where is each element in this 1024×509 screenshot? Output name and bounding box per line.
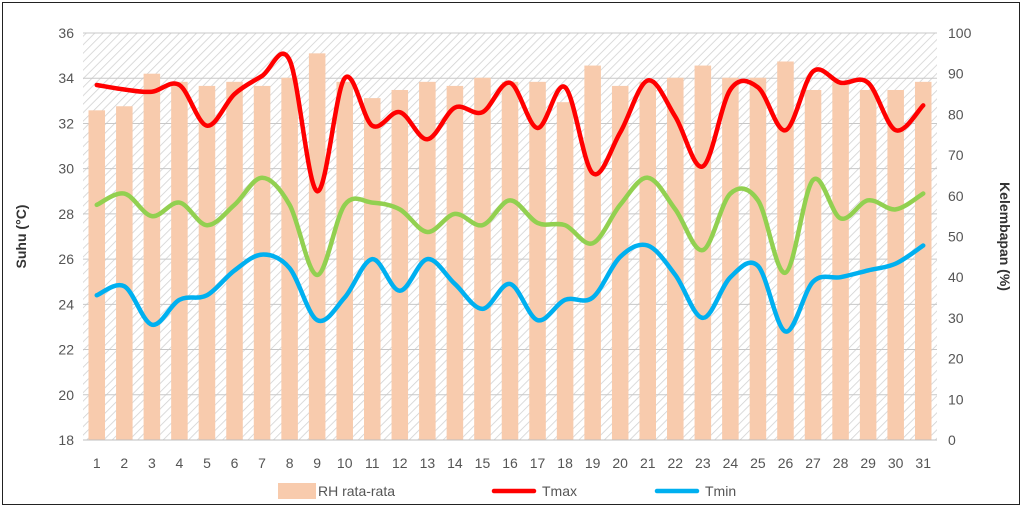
rh-bar (253, 85, 271, 440)
x-tick-label: 6 (231, 455, 239, 471)
left-tick-label: 30 (58, 161, 74, 177)
x-tick-label: 16 (502, 455, 518, 471)
rh-bar (198, 85, 216, 440)
x-tick-label: 30 (888, 455, 904, 471)
right-tick-label: 70 (948, 147, 964, 163)
left-tick-label: 36 (58, 25, 74, 41)
rh-bar (88, 110, 106, 440)
rh-bar (529, 81, 546, 440)
left-tick-label: 24 (58, 296, 74, 312)
x-tick-label: 14 (447, 455, 463, 471)
x-tick-label: 31 (915, 455, 931, 471)
legend: RH rata-rata Tmax Tmin (278, 483, 736, 499)
left-tick-label: 18 (58, 432, 74, 448)
x-tick-label: 8 (286, 455, 294, 471)
x-tick-label: 27 (805, 455, 821, 471)
x-tick-label: 17 (530, 455, 546, 471)
right-tick-label: 50 (948, 229, 964, 245)
rh-bar (116, 106, 133, 440)
x-tick-label: 13 (420, 455, 436, 471)
rh-bar (804, 89, 822, 440)
left-axis-ticks: 18 20 22 24 26 28 30 32 34 36 (58, 25, 74, 448)
x-tick-label: 9 (313, 455, 321, 471)
right-tick-label: 10 (948, 391, 964, 407)
x-tick-label: 2 (120, 455, 128, 471)
x-tick-label: 15 (475, 455, 491, 471)
rh-bar (667, 77, 684, 441)
rh-bar (556, 102, 574, 440)
x-tick-label: 7 (258, 455, 266, 471)
x-tick-label: 21 (640, 455, 656, 471)
right-tick-label: 0 (948, 432, 956, 448)
right-tick-label: 60 (948, 188, 964, 204)
left-tick-label: 20 (58, 387, 74, 403)
rh-bar (501, 81, 519, 440)
x-tick-label: 23 (695, 455, 711, 471)
rh-bar (694, 65, 712, 440)
rh-bar (832, 81, 849, 440)
rh-bar (749, 77, 767, 441)
rh-bars (88, 53, 932, 441)
legend-label: Tmin (705, 483, 736, 499)
rh-bar (171, 81, 188, 440)
x-tick-label: 1 (93, 455, 101, 471)
temperature-lines (94, 51, 926, 334)
legend-label: Tmax (542, 483, 577, 499)
left-tick-label: 28 (58, 206, 74, 222)
rh-bar (363, 98, 381, 441)
x-tick-label: 12 (392, 455, 408, 471)
left-tick-label: 26 (58, 251, 74, 267)
left-tick-label: 32 (58, 115, 74, 131)
right-tick-label: 20 (948, 351, 964, 367)
rh-bar (777, 61, 794, 441)
x-tick-label: 25 (750, 455, 766, 471)
left-tick-label: 22 (58, 342, 74, 358)
x-tick-label: 4 (176, 455, 184, 471)
rh-bar (308, 53, 326, 440)
rh-bar (446, 85, 464, 440)
rh-bar (281, 77, 298, 441)
x-tick-label: 18 (557, 455, 573, 471)
rh-bar (722, 77, 739, 441)
x-tick-label: 20 (612, 455, 628, 471)
rh-bar (639, 81, 657, 440)
left-axis-title: Suhu (°C) (13, 205, 29, 269)
x-tick-label: 19 (585, 455, 601, 471)
rh-bar (143, 73, 161, 440)
right-tick-label: 80 (948, 106, 964, 122)
x-tick-label: 29 (860, 455, 876, 471)
x-tick-label: 11 (365, 455, 380, 471)
x-tick-label: 22 (668, 455, 684, 471)
rh-bar (336, 81, 353, 440)
rh-bar (226, 81, 243, 440)
rh-bar (611, 85, 629, 440)
rh-bar (914, 81, 932, 440)
right-tick-label: 90 (948, 66, 964, 82)
x-axis-ticks: 1 2 3 4 5 6 7 8 9 10 11 12 13 14 15 16 17 18 19 20 21 22 23 24 2… (93, 455, 931, 471)
legend-swatch-rh (278, 483, 316, 499)
rh-bar (584, 65, 601, 440)
tavg-line (94, 175, 926, 278)
x-tick-label: 26 (778, 455, 794, 471)
legend-label: RH rata-rata (318, 483, 395, 499)
right-tick-label: 30 (948, 310, 964, 326)
tmin-line (94, 242, 926, 334)
right-axis-ticks: 0 10 20 30 40 50 60 70 80 90 100 (948, 25, 972, 448)
left-tick-label: 34 (58, 70, 74, 86)
x-tick-label: 5 (203, 455, 211, 471)
x-tick-label: 10 (337, 455, 353, 471)
rh-bar (474, 77, 491, 441)
x-tick-label: 24 (723, 455, 739, 471)
right-tick-label: 40 (948, 269, 964, 285)
x-tick-label: 3 (148, 455, 156, 471)
right-tick-label: 100 (948, 25, 972, 41)
right-axis-title: Kelembapan (%) (997, 182, 1013, 291)
rh-bar (859, 89, 877, 440)
rh-bar (391, 89, 409, 440)
tmax-line (94, 51, 926, 194)
x-tick-label: 28 (833, 455, 849, 471)
